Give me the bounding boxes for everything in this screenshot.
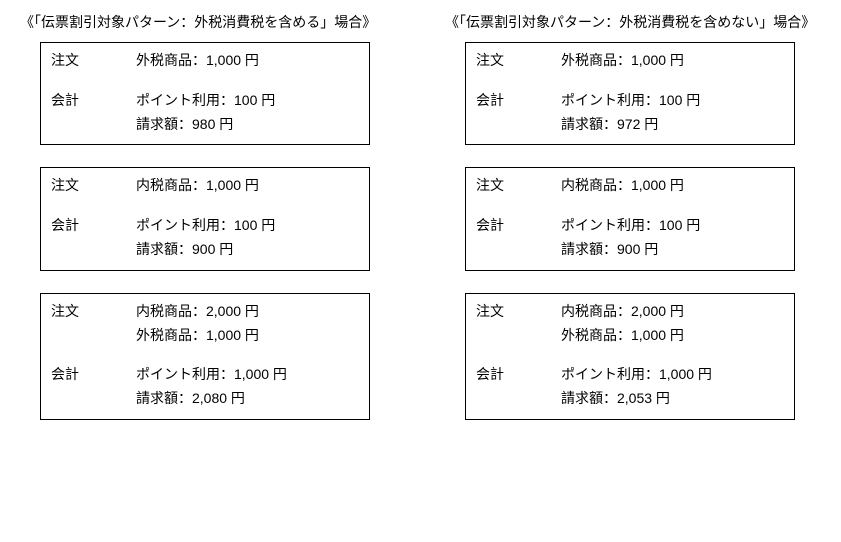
- account-line: ポイント利用：100 円: [136, 214, 359, 238]
- right-boxes: 注文外税商品：1,000 円会計ポイント利用：100 円請求額：972 円注文内…: [445, 42, 810, 420]
- section-gap: [476, 198, 784, 214]
- account-row: 請求額：972 円: [476, 113, 784, 137]
- receipt-box: 注文外税商品：1,000 円会計ポイント利用：100 円請求額：980 円: [40, 42, 370, 145]
- order-line: 外税商品：1,000 円: [136, 49, 359, 73]
- account-row: 請求額：900 円: [51, 238, 359, 262]
- account-label: [476, 238, 561, 262]
- order-line: 外税商品：1,000 円: [561, 49, 784, 73]
- account-row: 請求額：980 円: [51, 113, 359, 137]
- section-gap: [51, 198, 359, 214]
- account-row: 請求額：2,053 円: [476, 387, 784, 411]
- account-row: 請求額：900 円: [476, 238, 784, 262]
- left-column: 《「伝票割引対象パターン：外税消費税を含める」場合》 注文外税商品：1,000 …: [20, 12, 385, 442]
- account-line: ポイント利用：100 円: [561, 89, 784, 113]
- right-title: 《「伝票割引対象パターン：外税消費税を含めない」場合》: [445, 12, 810, 32]
- receipt-box: 注文内税商品：2,000 円外税商品：1,000 円会計ポイント利用：1,000…: [465, 293, 795, 420]
- account-row: 会計ポイント利用：1,000 円: [476, 363, 784, 387]
- account-label: 会計: [476, 214, 561, 238]
- account-row: 会計ポイント利用：100 円: [476, 89, 784, 113]
- order-row: 注文内税商品：2,000 円: [476, 300, 784, 324]
- order-line: 内税商品：2,000 円: [136, 300, 359, 324]
- account-label: [51, 113, 136, 137]
- account-row: 会計ポイント利用：100 円: [476, 214, 784, 238]
- account-label: 会計: [51, 214, 136, 238]
- left-boxes: 注文外税商品：1,000 円会計ポイント利用：100 円請求額：980 円注文内…: [20, 42, 385, 420]
- order-row: 注文内税商品：1,000 円: [51, 174, 359, 198]
- account-row: 請求額：2,080 円: [51, 387, 359, 411]
- account-row: 会計ポイント利用：100 円: [51, 214, 359, 238]
- account-line: ポイント利用：1,000 円: [136, 363, 359, 387]
- account-row: 会計ポイント利用：1,000 円: [51, 363, 359, 387]
- order-line: 外税商品：1,000 円: [561, 324, 784, 348]
- account-line: 請求額：900 円: [136, 238, 359, 262]
- section-gap: [51, 73, 359, 89]
- order-label: 注文: [476, 300, 561, 324]
- account-line: 請求額：2,053 円: [561, 387, 784, 411]
- account-line: ポイント利用：100 円: [561, 214, 784, 238]
- order-label: [476, 324, 561, 348]
- account-label: 会計: [476, 89, 561, 113]
- account-line: 請求額：972 円: [561, 113, 784, 137]
- order-label: 注文: [476, 49, 561, 73]
- order-row: 注文外税商品：1,000 円: [51, 49, 359, 73]
- account-line: 請求額：980 円: [136, 113, 359, 137]
- order-row: 外税商品：1,000 円: [51, 324, 359, 348]
- order-line: 内税商品：1,000 円: [561, 174, 784, 198]
- account-label: [51, 387, 136, 411]
- account-label: 会計: [476, 363, 561, 387]
- right-column: 《「伝票割引対象パターン：外税消費税を含めない」場合》 注文外税商品：1,000…: [445, 12, 810, 442]
- account-label: [51, 238, 136, 262]
- account-row: 会計ポイント利用：100 円: [51, 89, 359, 113]
- account-line: ポイント利用：1,000 円: [561, 363, 784, 387]
- receipt-box: 注文内税商品：2,000 円外税商品：1,000 円会計ポイント利用：1,000…: [40, 293, 370, 420]
- section-gap: [476, 73, 784, 89]
- section-gap: [476, 347, 784, 363]
- order-line: 外税商品：1,000 円: [136, 324, 359, 348]
- account-line: 請求額：900 円: [561, 238, 784, 262]
- receipt-box: 注文内税商品：1,000 円会計ポイント利用：100 円請求額：900 円: [465, 167, 795, 270]
- section-gap: [51, 347, 359, 363]
- order-label: 注文: [476, 174, 561, 198]
- account-label: 会計: [51, 89, 136, 113]
- account-label: [476, 113, 561, 137]
- order-line: 内税商品：2,000 円: [561, 300, 784, 324]
- order-line: 内税商品：1,000 円: [136, 174, 359, 198]
- account-line: ポイント利用：100 円: [136, 89, 359, 113]
- left-title: 《「伝票割引対象パターン：外税消費税を含める」場合》: [20, 12, 385, 32]
- order-row: 注文内税商品：2,000 円: [51, 300, 359, 324]
- receipt-box: 注文外税商品：1,000 円会計ポイント利用：100 円請求額：972 円: [465, 42, 795, 145]
- receipt-box: 注文内税商品：1,000 円会計ポイント利用：100 円請求額：900 円: [40, 167, 370, 270]
- account-line: 請求額：2,080 円: [136, 387, 359, 411]
- account-label: 会計: [51, 363, 136, 387]
- order-label: 注文: [51, 174, 136, 198]
- order-row: 注文内税商品：1,000 円: [476, 174, 784, 198]
- order-label: 注文: [51, 49, 136, 73]
- order-label: 注文: [51, 300, 136, 324]
- account-label: [476, 387, 561, 411]
- order-row: 外税商品：1,000 円: [476, 324, 784, 348]
- order-row: 注文外税商品：1,000 円: [476, 49, 784, 73]
- order-label: [51, 324, 136, 348]
